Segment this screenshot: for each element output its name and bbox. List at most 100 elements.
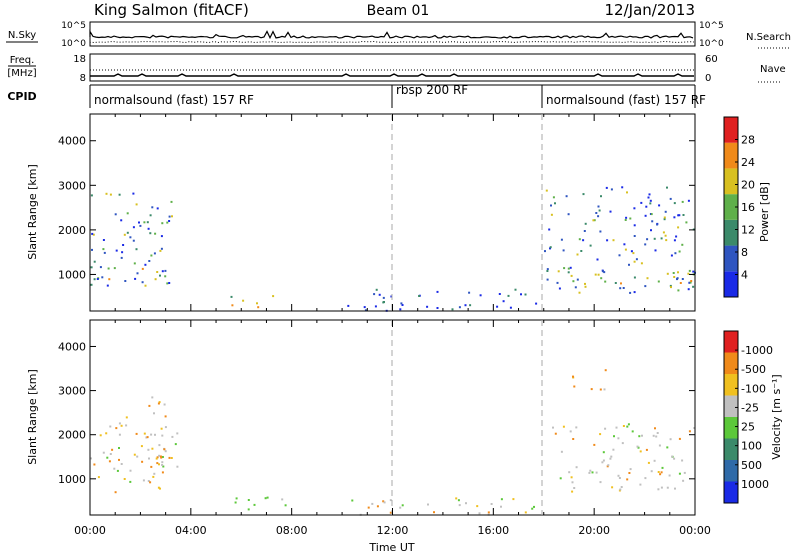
data-point	[154, 278, 157, 281]
data-point	[582, 193, 585, 196]
colorbar-swatch	[724, 331, 738, 353]
data-point	[520, 293, 522, 296]
cpid-segment-2: rbsp 200 RF	[396, 83, 468, 97]
data-point	[660, 471, 663, 474]
data-point	[535, 302, 538, 305]
data-point	[595, 471, 598, 474]
data-point	[469, 304, 472, 307]
data-point	[647, 196, 650, 199]
data-point	[656, 432, 659, 434]
data-point	[96, 278, 99, 280]
noise-left-tick-bottom: 10^0	[61, 39, 86, 49]
data-point	[629, 468, 632, 471]
noise-sky-line	[89, 29, 694, 40]
data-point	[135, 203, 138, 206]
data-point	[132, 239, 135, 242]
data-point	[464, 304, 467, 307]
data-point	[106, 284, 109, 287]
noise-left-tick-top: 10^5	[61, 21, 86, 31]
data-point	[502, 300, 505, 303]
data-point	[161, 270, 164, 273]
colorbar-tick-label: 500	[741, 459, 762, 472]
power-colorbar-label: Power [dB]	[758, 182, 771, 242]
data-point	[584, 285, 587, 288]
data-point	[457, 499, 460, 502]
data-point	[673, 276, 676, 278]
data-point	[602, 451, 605, 454]
colorbar-tick-label: 4	[741, 269, 748, 282]
data-point	[247, 499, 250, 501]
power-ylabel: Slant Range [km]	[26, 164, 39, 260]
data-point	[118, 193, 121, 196]
data-point	[633, 276, 636, 279]
data-point	[614, 282, 617, 284]
data-point	[371, 502, 374, 505]
data-point	[113, 467, 116, 470]
data-point	[567, 267, 570, 270]
power-xticks	[89, 114, 696, 311]
data-point	[677, 289, 680, 292]
data-point	[619, 287, 622, 290]
noise-panel: N.Sky 10^5 10^0 10^5 10^0 N.Search	[6, 21, 791, 49]
data-point	[512, 498, 515, 501]
noise-search-line	[89, 40, 695, 44]
data-point	[533, 505, 535, 508]
data-point	[677, 214, 680, 217]
data-point	[166, 221, 169, 224]
colorbar-tick-label: 8	[741, 246, 748, 259]
data-point	[650, 470, 653, 473]
data-point	[671, 455, 674, 458]
data-point	[661, 466, 664, 469]
y-tick-label: 1000	[58, 268, 86, 281]
data-point	[166, 282, 169, 285]
data-point	[496, 305, 499, 308]
data-point	[146, 436, 149, 439]
data-point	[154, 433, 156, 436]
data-point	[160, 235, 163, 238]
data-point	[161, 464, 164, 466]
data-point	[631, 430, 634, 433]
data-point	[272, 295, 275, 298]
data-point	[580, 250, 583, 252]
data-point	[669, 197, 672, 200]
cpid-segment-3: normalsound (fast) 157 RF	[546, 93, 706, 107]
data-point	[630, 250, 633, 253]
data-point	[139, 224, 142, 227]
data-point	[666, 446, 669, 449]
data-point	[347, 304, 350, 307]
data-point	[102, 451, 105, 454]
data-point	[458, 306, 461, 309]
data-point	[266, 496, 269, 499]
data-point	[125, 416, 128, 419]
velocity-colorbar: 1000 500 100 25 -25 -100 -500 -1000	[723, 330, 773, 504]
data-point	[433, 511, 435, 514]
data-point	[599, 433, 602, 436]
data-point	[560, 238, 563, 241]
data-point	[230, 295, 233, 298]
colorbar-tick-label: -500	[741, 363, 766, 376]
data-point	[570, 274, 573, 277]
data-point	[99, 434, 102, 437]
data-point	[150, 254, 153, 257]
data-point	[93, 278, 96, 281]
data-point	[382, 500, 385, 503]
x-tick-label: 08:00	[276, 524, 308, 537]
x-tick-label: 20:00	[578, 524, 610, 537]
data-point	[147, 448, 150, 451]
data-point	[621, 186, 624, 189]
data-point	[607, 464, 610, 467]
data-point	[602, 270, 604, 273]
velocity-ylabel: Slant Range [km]	[26, 369, 39, 465]
cpid-panel: CPID normalsound (fast) 157 RF rbsp 200 …	[7, 83, 706, 108]
data-point	[156, 271, 159, 273]
data-point	[144, 263, 147, 266]
colorbar-swatch	[724, 395, 738, 417]
data-point	[590, 388, 593, 391]
data-point	[548, 228, 551, 231]
data-point	[576, 253, 579, 256]
data-point	[644, 285, 647, 288]
data-point	[524, 293, 527, 296]
noise-right-tick-top: 10^5	[699, 21, 724, 31]
data-point	[129, 236, 132, 239]
data-point	[640, 262, 643, 265]
